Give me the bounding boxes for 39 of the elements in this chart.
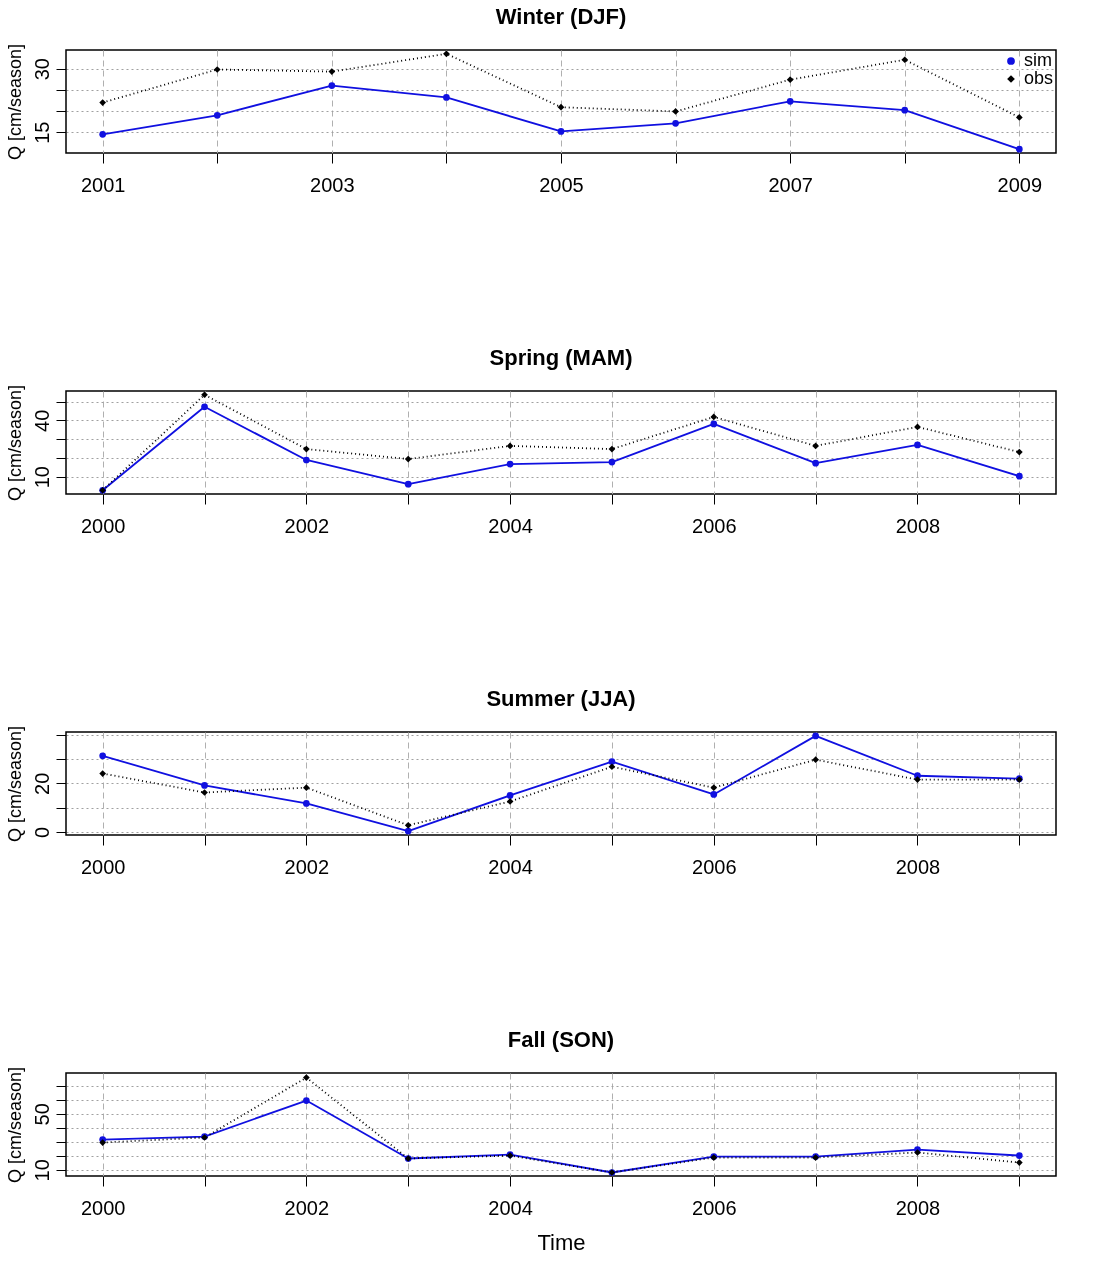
x-tick-label: 2004 — [488, 1196, 533, 1219]
y-axis-title: Q [cm/season] — [4, 725, 25, 843]
chart-title: Spring (MAM) — [489, 345, 633, 371]
legend-label: obs — [1024, 68, 1054, 88]
x-tick-label: 2008 — [895, 514, 941, 537]
y-tick-label: 40 — [30, 409, 53, 432]
legend-label: sim — [1024, 50, 1052, 70]
x-tick-label: 2006 — [692, 1196, 737, 1219]
x-tick-label: 2008 — [895, 855, 941, 878]
x-axis-title: Time — [537, 1229, 586, 1255]
x-tick-label: 2006 — [692, 855, 737, 878]
x-tick-label: 2001 — [80, 173, 126, 196]
x-tick-label: 2000 — [80, 1196, 126, 1219]
chart-title: Fall (SON) — [507, 1027, 615, 1053]
y-axis-title: Q [cm/season] — [4, 1066, 25, 1184]
x-tick-label: 2000 — [80, 855, 126, 878]
y-tick-label: 10 — [30, 1159, 53, 1182]
x-tick-label: 2002 — [284, 1196, 330, 1219]
x-tick-label: 2002 — [284, 514, 330, 537]
y-tick-label: 20 — [30, 772, 53, 795]
x-tick-label: 2002 — [284, 855, 330, 878]
x-tick-label: 2000 — [80, 514, 126, 537]
y-tick-label: 10 — [30, 466, 53, 489]
y-axis-title: Q [cm/season] — [4, 384, 25, 502]
x-tick-label: 2007 — [768, 173, 813, 196]
y-tick-label: 0 — [30, 826, 53, 838]
y-tick-label: 30 — [30, 58, 53, 81]
x-tick-label: 2003 — [310, 173, 355, 196]
chart-title: Winter (DJF) — [495, 4, 627, 30]
x-tick-label: 2008 — [895, 1196, 941, 1219]
y-tick-label: 50 — [30, 1103, 53, 1126]
chart-title: Summer (JJA) — [486, 686, 636, 712]
x-tick-label: 2004 — [488, 514, 533, 537]
x-tick-label: 2006 — [692, 514, 737, 537]
x-tick-label: 2009 — [997, 173, 1043, 196]
y-axis-title: Q [cm/season] — [4, 43, 25, 161]
x-tick-label: 2005 — [539, 173, 584, 196]
y-tick-label: 15 — [30, 121, 53, 144]
x-tick-label: 2004 — [488, 855, 533, 878]
